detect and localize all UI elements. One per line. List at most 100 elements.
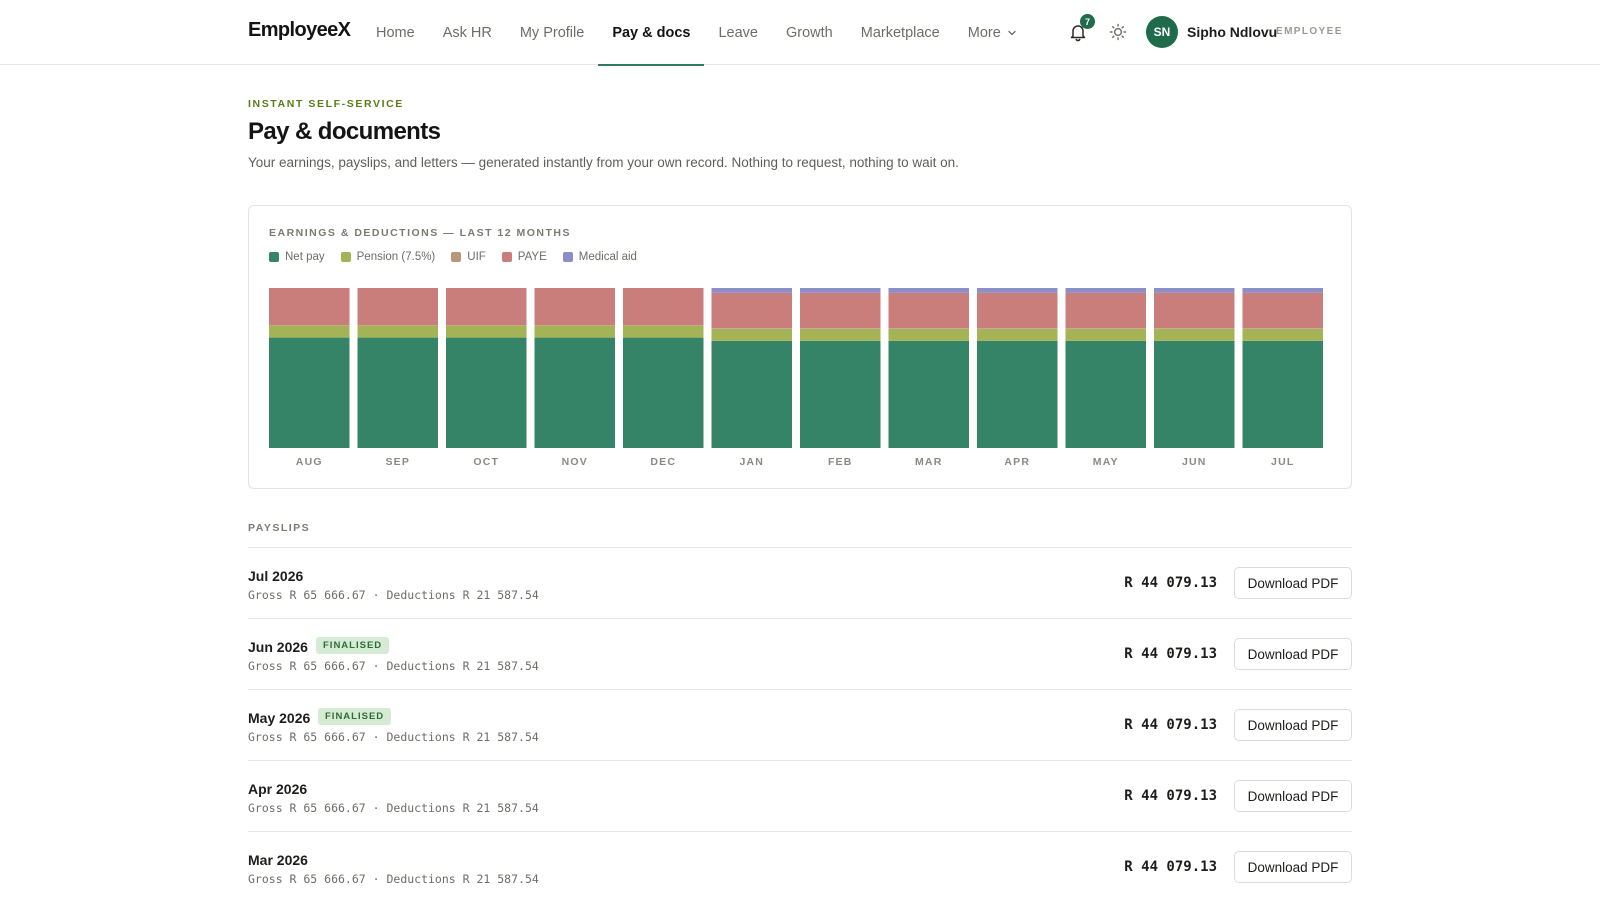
payslip-net-amount: R 44 079.13 xyxy=(1124,575,1217,591)
nav-leave[interactable]: Leave xyxy=(718,24,758,41)
main-nav: Home Ask HR My Profile Pay & docs Leave … xyxy=(362,0,1031,66)
bar-segment xyxy=(1065,292,1146,329)
payslip-gross-deductions: Gross R 65 666.67 · Deductions R 21 587.… xyxy=(248,730,539,744)
user-name[interactable]: Sipho Ndlovu xyxy=(1187,24,1278,40)
download-pdf-button[interactable]: Download PDF xyxy=(1234,638,1352,670)
bar-segment xyxy=(446,325,527,338)
legend-label: Medical aid xyxy=(578,251,637,263)
bar-segment xyxy=(888,288,969,293)
download-pdf-button[interactable]: Download PDF xyxy=(1234,851,1352,883)
bar-segment xyxy=(1242,292,1323,329)
payslip-row: Jul 2026 Gross R 65 666.67 · Deductions R… xyxy=(248,548,1352,619)
download-pdf-button[interactable]: Download PDF xyxy=(1234,709,1352,741)
bar-segment xyxy=(977,328,1058,341)
legend-pension: Pension (7.5%) xyxy=(340,251,436,263)
bar-segment xyxy=(711,292,792,329)
bar-segment xyxy=(357,337,438,448)
stacked-bar-chart: AUG SEP OCT NOV DEC JAN FEB MAR APR MAY JUN JUL xyxy=(269,288,1323,468)
x-axis-tick-label: APR xyxy=(1004,456,1030,468)
bar-segment xyxy=(623,325,704,338)
legend-swatch-pension xyxy=(340,252,351,262)
bar-segment xyxy=(888,328,969,341)
payslip-row: Mar 2026 Gross R 65 666.67 · Deductions R… xyxy=(248,832,1352,900)
nav-more-label: More xyxy=(967,24,1001,41)
legend-swatch-net-pay xyxy=(269,252,279,262)
bar-segment xyxy=(1154,292,1235,329)
payslip-period: Jun 2026 xyxy=(248,639,308,655)
payslip-gross-deductions: Gross R 65 666.67 · Deductions R 21 587.… xyxy=(248,588,539,602)
payslip-row: Apr 2026 Gross R 65 666.67 · Deductions R… xyxy=(248,761,1352,832)
download-pdf-button[interactable]: Download PDF xyxy=(1234,780,1352,812)
payslip-net-amount: R 44 079.13 xyxy=(1124,859,1217,875)
bar-segment xyxy=(977,340,1058,448)
bar-segment xyxy=(534,288,615,326)
legend-net-pay: Net pay xyxy=(269,251,325,263)
bar-segment xyxy=(711,288,792,293)
top-navigation-bar: EmployeeX Home Ask HR My Profile Pay & d… xyxy=(0,0,1600,66)
payslips-list: Jul 2026 Gross R 65 666.67 · Deductions R… xyxy=(248,547,1352,900)
legend-label: PAYE xyxy=(517,251,547,263)
bar-segment xyxy=(1065,340,1146,448)
bar-segment xyxy=(534,325,615,338)
earnings-chart-card: EARNINGS & DEDUCTIONS — LAST 12 MONTHS N… xyxy=(248,205,1352,489)
bar-segment xyxy=(1065,288,1146,293)
download-pdf-button[interactable]: Download PDF xyxy=(1234,567,1352,599)
nav-growth[interactable]: Growth xyxy=(786,24,833,41)
legend-swatch-uif xyxy=(451,252,462,262)
user-role: EMPLOYEE xyxy=(1276,26,1343,37)
legend-label: Pension (7.5%) xyxy=(356,251,436,263)
payslip-period: Apr 2026 xyxy=(248,781,308,797)
bell-icon[interactable] xyxy=(1066,20,1090,44)
nav-pay-docs[interactable]: Pay & docs xyxy=(598,0,705,66)
payslip-net-amount: R 44 079.13 xyxy=(1124,646,1217,662)
page-subtitle: Your earnings, payslips, and letters — g… xyxy=(248,155,959,170)
legend-swatch-paye xyxy=(501,252,512,262)
chevron-down-icon xyxy=(1007,28,1017,38)
x-axis-tick-label: SEP xyxy=(385,456,410,468)
x-axis-tick-label: NOV xyxy=(562,456,588,468)
x-axis-tick-label: MAY xyxy=(1093,456,1119,468)
bar-segment xyxy=(623,288,704,326)
nav-ask-hr[interactable]: Ask HR xyxy=(442,24,492,41)
x-axis-tick-label: DEC xyxy=(650,456,676,468)
legend-swatch-medical-aid xyxy=(562,252,573,262)
payslips-heading: PAYSLIPS xyxy=(248,522,311,534)
payslip-row: Jun 2026 FINALISED Gross R 65 666.67 · Ded… xyxy=(248,619,1352,690)
bar-segment xyxy=(1065,328,1146,341)
legend-paye: PAYE xyxy=(501,251,547,263)
bar-segment xyxy=(1154,328,1235,341)
bar-segment xyxy=(888,292,969,329)
legend-medical-aid: Medical aid xyxy=(562,251,637,263)
chart-title: EARNINGS & DEDUCTIONS — LAST 12 MONTHS xyxy=(269,227,572,239)
nav-more[interactable]: More xyxy=(954,0,1031,65)
bar-segment xyxy=(357,288,438,326)
nav-marketplace[interactable]: Marketplace xyxy=(860,24,940,41)
nav-my-profile[interactable]: My Profile xyxy=(519,24,585,41)
notification-count-badge: 7 xyxy=(1080,14,1095,29)
bar-segment xyxy=(269,288,350,326)
bar-segment xyxy=(977,292,1058,329)
page-title: Pay & documents xyxy=(248,118,441,145)
payslip-period: May 2026 xyxy=(248,710,311,726)
finalised-status-badge: FINALISED xyxy=(316,637,390,654)
nav-home[interactable]: Home xyxy=(376,24,415,41)
x-axis-tick-label: JUL xyxy=(1271,456,1294,468)
theme-toggle-sun-icon[interactable] xyxy=(1108,22,1128,42)
bar-segment xyxy=(800,292,881,329)
user-avatar[interactable]: SN xyxy=(1146,16,1178,48)
legend-uif: UIF xyxy=(451,251,486,263)
bar-segment xyxy=(1154,340,1235,448)
bar-segment xyxy=(1154,288,1235,293)
x-axis-tick-label: JUN xyxy=(1182,456,1207,468)
bar-segment xyxy=(800,340,881,448)
x-axis-tick-label: FEB xyxy=(828,456,853,468)
bar-segment xyxy=(623,337,704,448)
bar-segment xyxy=(711,340,792,448)
payslip-net-amount: R 44 079.13 xyxy=(1124,717,1217,733)
bar-segment xyxy=(977,288,1058,293)
app-logo[interactable]: EmployeeX xyxy=(248,19,351,41)
payslip-gross-deductions: Gross R 65 666.67 · Deductions R 21 587.… xyxy=(248,659,539,673)
chart-legend: Net pay Pension (7.5%) UIF PAYE Medical … xyxy=(269,251,637,263)
legend-label: Net pay xyxy=(285,251,325,263)
payslip-net-amount: R 44 079.13 xyxy=(1124,788,1217,804)
